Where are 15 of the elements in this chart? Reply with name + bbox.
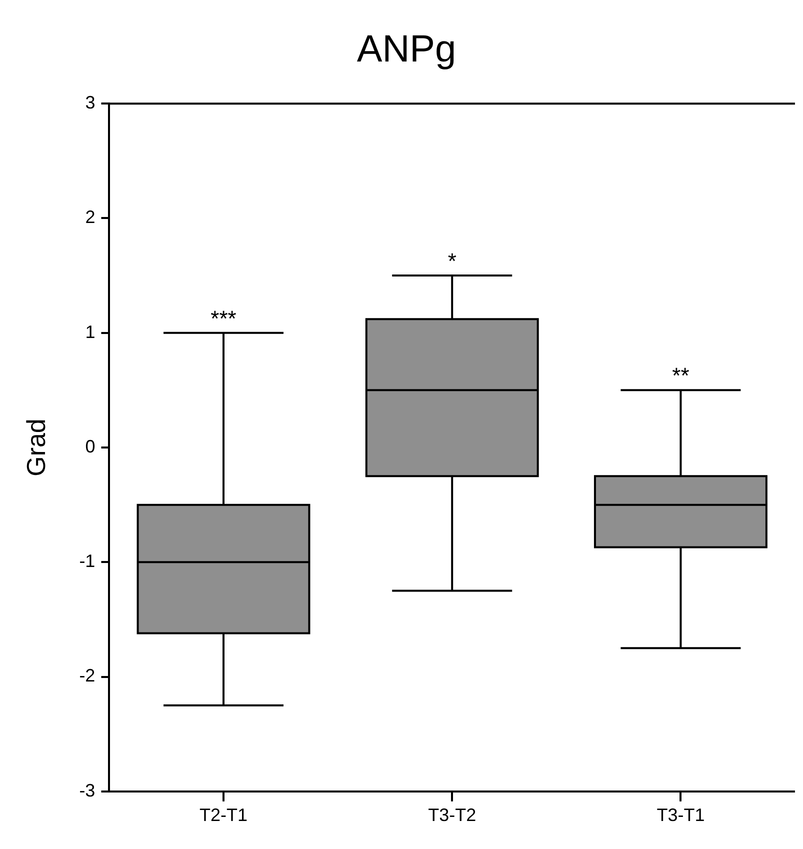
x-tick-label: T3-T2 xyxy=(428,805,476,826)
annotation: *** xyxy=(210,306,237,331)
y-tick-label: -3 xyxy=(79,780,96,800)
chart-title: ANPg xyxy=(356,28,456,70)
y-tick-label: 0 xyxy=(85,436,96,456)
x-tick-label: T3-T1 xyxy=(656,805,705,826)
annotation: ** xyxy=(672,363,690,388)
annotation: * xyxy=(448,248,457,274)
y-tick-label: 3 xyxy=(85,92,96,113)
y-tick-label: -2 xyxy=(79,666,96,686)
y-tick-label: -1 xyxy=(79,551,96,572)
y-tick-label: 1 xyxy=(85,322,96,342)
x-tick-label: T2-T1 xyxy=(199,805,248,826)
y-axis-title: Grad xyxy=(20,418,51,476)
y-tick-label: 2 xyxy=(85,207,96,228)
